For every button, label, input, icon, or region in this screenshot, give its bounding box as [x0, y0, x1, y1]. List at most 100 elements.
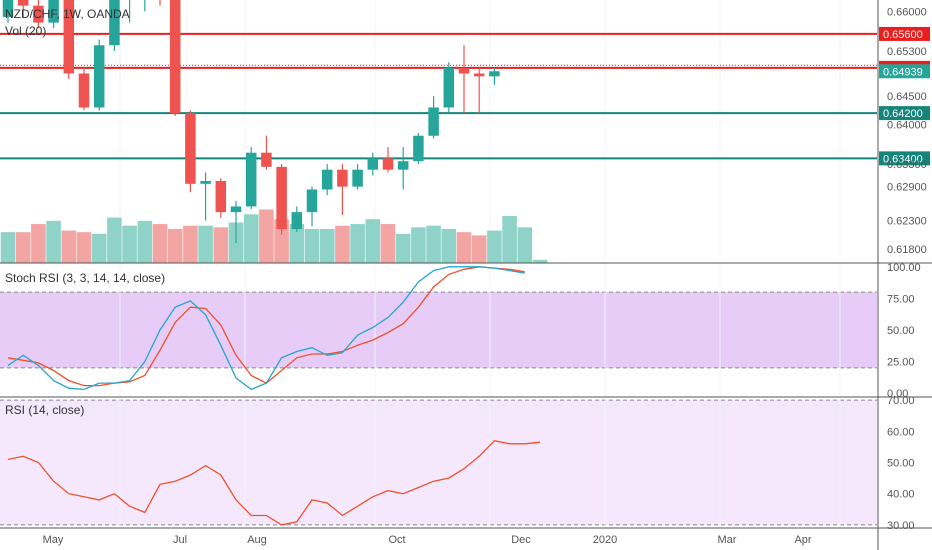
price-tick-label: 0.64000 [887, 119, 927, 131]
volume-bar [502, 215, 517, 263]
candle-body [261, 152, 272, 167]
candle-body [321, 169, 333, 190]
rsi-tick-label: 50.00 [887, 458, 915, 470]
volume-bar [137, 220, 153, 263]
volume-bar [426, 225, 441, 263]
candle-body [291, 212, 303, 230]
stoch-tick-label: 0.00 [887, 388, 908, 400]
price-tick-label: 0.65300 [887, 46, 927, 58]
candle-body [337, 169, 348, 187]
candle-body [367, 158, 379, 170]
volume-bar [107, 217, 122, 263]
candle-body [428, 107, 439, 136]
time-axis-label: Jul [173, 534, 187, 546]
volume-bar [183, 225, 198, 263]
candle-body [413, 135, 424, 162]
volume-bar [213, 227, 229, 263]
candle-body [245, 152, 257, 207]
candle-body [2, 0, 14, 17]
candle-body [93, 45, 105, 108]
candle-body [230, 206, 242, 213]
price-tick-label: 0.62900 [887, 182, 927, 194]
candle-body [33, 5, 44, 23]
time-axis-label: 2020 [593, 534, 617, 546]
level-label-0.65600: 0.65600 [883, 29, 923, 41]
volume-bar [365, 219, 381, 263]
rsi-tick-label: 40.00 [887, 489, 915, 501]
last-price-label-bg [879, 64, 930, 79]
volume-bar [487, 230, 502, 263]
volume-bar [167, 228, 183, 263]
candle-body [169, 0, 181, 114]
volume-bar [274, 219, 289, 263]
volume-bar [319, 228, 335, 263]
stoch-tick-label: 25.00 [887, 357, 915, 369]
price-tick-label: 0.63300 [887, 159, 927, 171]
volume-bar [289, 224, 305, 263]
volume-bar [122, 225, 137, 263]
candle-body [352, 169, 363, 187]
time-axis-label: Apr [794, 534, 811, 546]
volume-bar [31, 224, 46, 263]
volume-bar [517, 227, 533, 263]
volume-bar [411, 227, 426, 263]
candle-body [48, 0, 59, 23]
rsi-tick-label: 60.00 [887, 426, 915, 438]
volume-bar [380, 224, 396, 263]
time-axis-label: Mar [718, 534, 737, 546]
volume-bar [243, 214, 259, 263]
horizontal-levels [0, 32, 877, 160]
candle-body [78, 73, 90, 108]
volume-bar [259, 209, 274, 263]
time-axis-label: Aug [247, 534, 267, 546]
volume-bar [471, 235, 487, 263]
volume-bar [456, 232, 472, 263]
candle-body [63, 0, 75, 74]
volume-bar [532, 259, 548, 263]
candle-body [109, 0, 120, 46]
candle-body [397, 161, 409, 170]
time-axis-label: Oct [388, 534, 405, 546]
level-label-bg [879, 106, 930, 121]
level-label-bg [879, 151, 930, 166]
volume-bar [46, 220, 61, 263]
time-axis-label: Dec [511, 534, 531, 546]
stoch-band [0, 292, 877, 368]
rsi-tick-label: 70.00 [887, 395, 915, 407]
stoch-tick-label: 100.00 [887, 262, 921, 274]
volume-bar [335, 225, 350, 263]
candle-body [185, 113, 196, 184]
level-label-0.63400: 0.63400 [883, 153, 923, 165]
candle-body [17, 0, 29, 6]
candle-body [200, 180, 211, 184]
volume-bar [441, 228, 457, 263]
candle-body [443, 67, 455, 108]
stoch-tick-label: 75.00 [887, 293, 915, 305]
volume-bars [0, 209, 548, 263]
level-label-0.64200: 0.64200 [883, 108, 923, 120]
volume-bar [91, 233, 107, 263]
time-axis-label: May [43, 534, 64, 546]
volume-bar [61, 230, 77, 263]
candle-body [215, 180, 227, 213]
rsi-band [0, 400, 877, 525]
rsi-line [7, 439, 541, 526]
candle-body [473, 73, 485, 77]
volume-bar [395, 233, 411, 263]
candlesticks [2, 0, 500, 244]
rsi-legend: RSI (14, close) [5, 403, 84, 417]
chart-symbol-title: NZD/CHF, 1W, OANDA [5, 7, 130, 21]
last-price-label: 0.64939 [883, 66, 923, 78]
volume-bar [152, 224, 168, 263]
price-tick-label: 0.62300 [887, 216, 927, 228]
candle-body [458, 67, 470, 74]
volume-bar [76, 232, 92, 263]
price-tick-label: 0.66000 [887, 6, 927, 18]
candle-body [489, 71, 500, 77]
candle-body [276, 166, 287, 230]
volume-bar [304, 228, 320, 263]
rsi-tick-label: 30.00 [887, 520, 915, 532]
volume-bar [0, 232, 16, 263]
volume-bar [198, 225, 213, 263]
